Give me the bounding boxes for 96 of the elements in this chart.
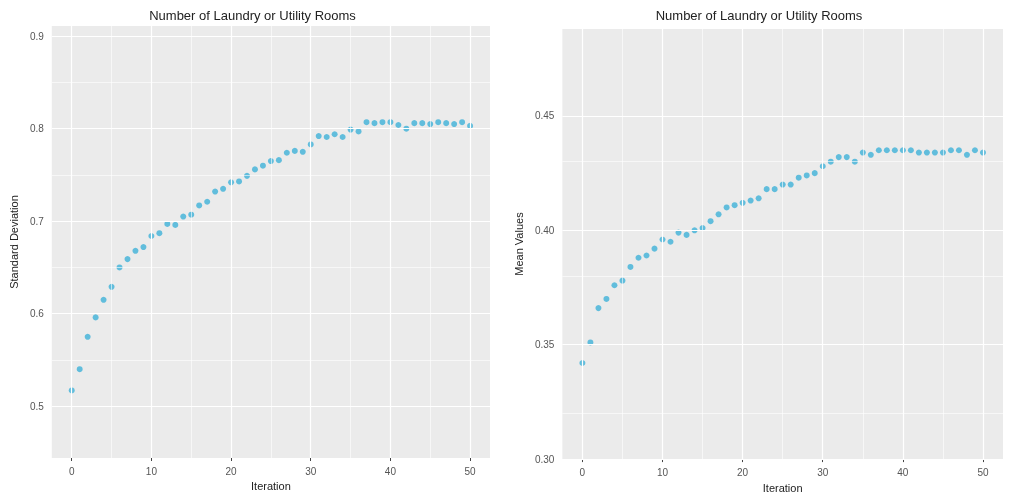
point xyxy=(635,254,642,261)
point xyxy=(212,188,219,195)
x-tick-label: 0 xyxy=(579,466,586,478)
point xyxy=(867,151,874,158)
point xyxy=(643,252,650,259)
x-tick-label: 10 xyxy=(656,466,669,478)
point xyxy=(323,134,330,140)
y-tick-label: 0.6 xyxy=(29,308,45,320)
point xyxy=(795,174,802,181)
point xyxy=(156,230,163,237)
y-axis-title: Mean Values xyxy=(512,211,525,276)
point xyxy=(771,186,778,193)
x-axis-title: Iteration xyxy=(251,480,291,493)
point xyxy=(971,147,978,154)
y-tick-label: 0.8 xyxy=(29,123,45,135)
y-tick-label: 0.9 xyxy=(29,30,45,42)
point xyxy=(371,120,378,127)
x-tick-label: 20 xyxy=(225,465,238,477)
x-tick-label: 40 xyxy=(897,466,909,478)
point xyxy=(755,195,762,202)
point xyxy=(363,119,370,126)
chart-title: Number of Laundry or Utility Rooms xyxy=(149,8,357,23)
y-tick-label: 0.45 xyxy=(534,110,555,122)
y-tick-label: 0.40 xyxy=(534,224,555,236)
point xyxy=(443,120,450,127)
point xyxy=(275,157,282,164)
x-tick-label: 50 xyxy=(977,466,989,478)
point xyxy=(875,147,882,154)
point xyxy=(379,119,386,126)
point xyxy=(180,213,187,220)
point xyxy=(204,198,211,205)
point xyxy=(92,314,99,321)
point xyxy=(435,119,442,126)
point xyxy=(731,202,738,209)
point xyxy=(627,263,634,270)
point xyxy=(723,204,730,211)
point xyxy=(803,172,810,179)
point xyxy=(595,305,602,312)
x-tick-label: 20 xyxy=(737,466,749,478)
point xyxy=(100,296,107,303)
point xyxy=(707,218,714,225)
point xyxy=(835,154,842,161)
x-tick-label: 0 xyxy=(68,465,75,477)
point xyxy=(611,282,618,289)
x-tick-label: 50 xyxy=(464,465,477,477)
point xyxy=(132,247,139,254)
point xyxy=(355,128,362,135)
point xyxy=(339,134,346,140)
point xyxy=(291,147,298,154)
point xyxy=(315,133,322,140)
point xyxy=(603,295,610,302)
x-tick-label: 30 xyxy=(305,465,317,477)
point xyxy=(236,178,243,185)
point xyxy=(883,147,890,154)
point xyxy=(283,149,290,156)
point xyxy=(331,131,338,138)
point xyxy=(459,119,466,126)
x-axis-title: Iteration xyxy=(762,481,803,494)
point xyxy=(947,147,954,154)
point xyxy=(259,162,266,169)
point xyxy=(411,120,418,127)
point xyxy=(891,147,898,154)
y-tick-label: 0.5 xyxy=(29,400,45,412)
point xyxy=(715,211,722,218)
point xyxy=(172,221,179,228)
point xyxy=(907,147,914,154)
point xyxy=(220,185,227,192)
point xyxy=(124,256,131,263)
y-tick-label: 0.35 xyxy=(534,339,555,351)
point xyxy=(915,149,922,156)
point xyxy=(451,121,458,128)
y-tick-label: 0.30 xyxy=(534,453,555,465)
chart-title: Number of Laundry or Utility Rooms xyxy=(655,8,863,23)
point xyxy=(763,186,770,193)
point xyxy=(811,170,818,177)
point xyxy=(683,231,690,238)
point xyxy=(843,154,850,161)
x-tick-label: 30 xyxy=(817,466,829,478)
point xyxy=(923,149,930,156)
y-tick-label: 0.7 xyxy=(29,215,45,227)
point xyxy=(76,366,83,373)
point xyxy=(196,202,203,209)
point xyxy=(140,244,147,251)
x-tick-label: 40 xyxy=(384,465,397,477)
y-axis-title: Standard Deviation xyxy=(7,195,20,289)
x-tick-label: 10 xyxy=(145,465,158,477)
point xyxy=(299,148,306,155)
point xyxy=(251,166,258,173)
point xyxy=(419,120,426,127)
point xyxy=(667,238,674,245)
point xyxy=(395,121,402,128)
point xyxy=(963,151,970,158)
point xyxy=(955,147,962,154)
point xyxy=(747,197,754,204)
point xyxy=(931,149,938,156)
point xyxy=(84,333,91,340)
